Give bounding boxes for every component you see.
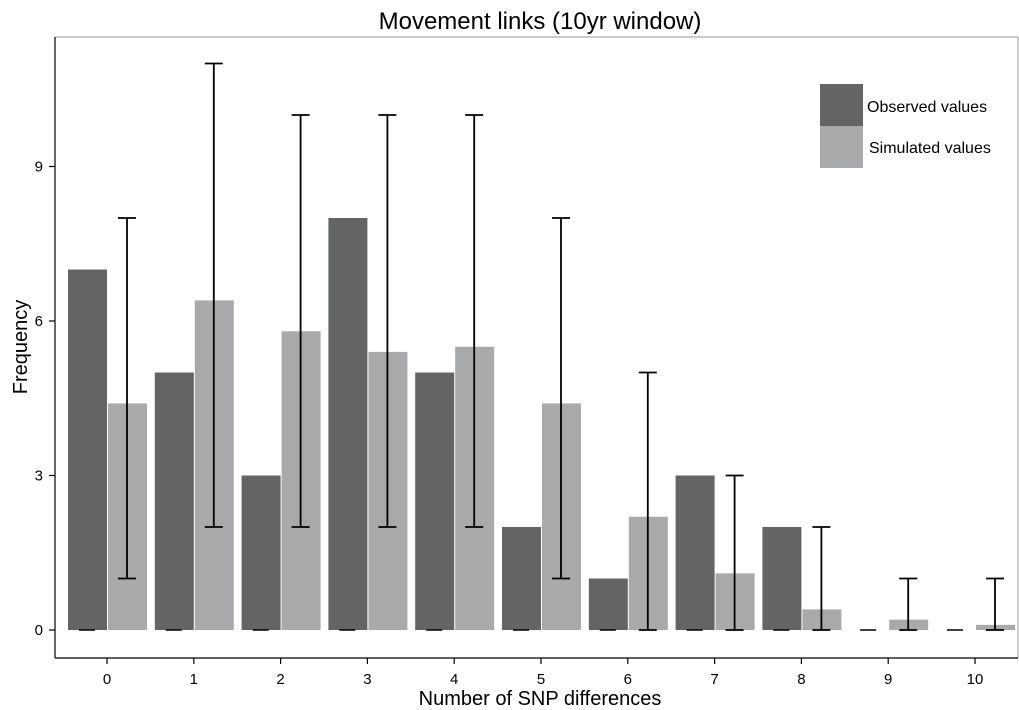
x-axis-label: Number of SNP differences <box>419 688 662 710</box>
bar-observed <box>154 372 194 630</box>
bar-observed <box>762 527 802 630</box>
legend-swatch-simulated <box>820 126 863 168</box>
bar-observed <box>588 578 628 630</box>
y-axis-label: Frequency <box>10 300 32 395</box>
bar-observed <box>241 475 281 630</box>
x-tick-label: 10 <box>967 671 984 688</box>
bar-observed <box>68 269 107 630</box>
y-tick-label: 0 <box>35 622 43 639</box>
legend-label-simulated: Simulated values <box>869 140 991 157</box>
x-tick-label: 9 <box>884 671 892 688</box>
chart-title: Movement links (10yr window) <box>379 8 702 35</box>
y-tick-label: 9 <box>35 159 43 176</box>
x-tick-label: 1 <box>190 671 198 688</box>
bar-observed <box>328 218 368 630</box>
legend-swatch-observed <box>820 84 863 126</box>
bar-observed <box>675 475 715 630</box>
legend-label-observed: Observed values <box>867 99 987 116</box>
bars <box>68 218 1015 630</box>
x-tick-label: 6 <box>624 671 632 688</box>
x-tick-label: 8 <box>797 671 805 688</box>
x-tick-label: 4 <box>450 671 458 688</box>
y-tick-label: 6 <box>35 313 43 330</box>
x-tick-label: 7 <box>710 671 718 688</box>
error-bars <box>118 62 1004 631</box>
legend: Observed values Simulated values <box>820 84 991 168</box>
x-tick-label: 2 <box>276 671 284 688</box>
axes: 0 3 6 9 0 1 2 3 4 5 6 7 8 9 10 <box>35 37 1018 688</box>
plot-frame <box>55 36 1019 658</box>
bar-observed <box>415 372 455 630</box>
bar-observed <box>502 527 541 630</box>
y-tick-label: 3 <box>35 468 43 485</box>
x-tick-label: 5 <box>537 671 545 688</box>
x-tick-label: 3 <box>363 671 371 688</box>
x-tick-label: 0 <box>103 671 111 688</box>
